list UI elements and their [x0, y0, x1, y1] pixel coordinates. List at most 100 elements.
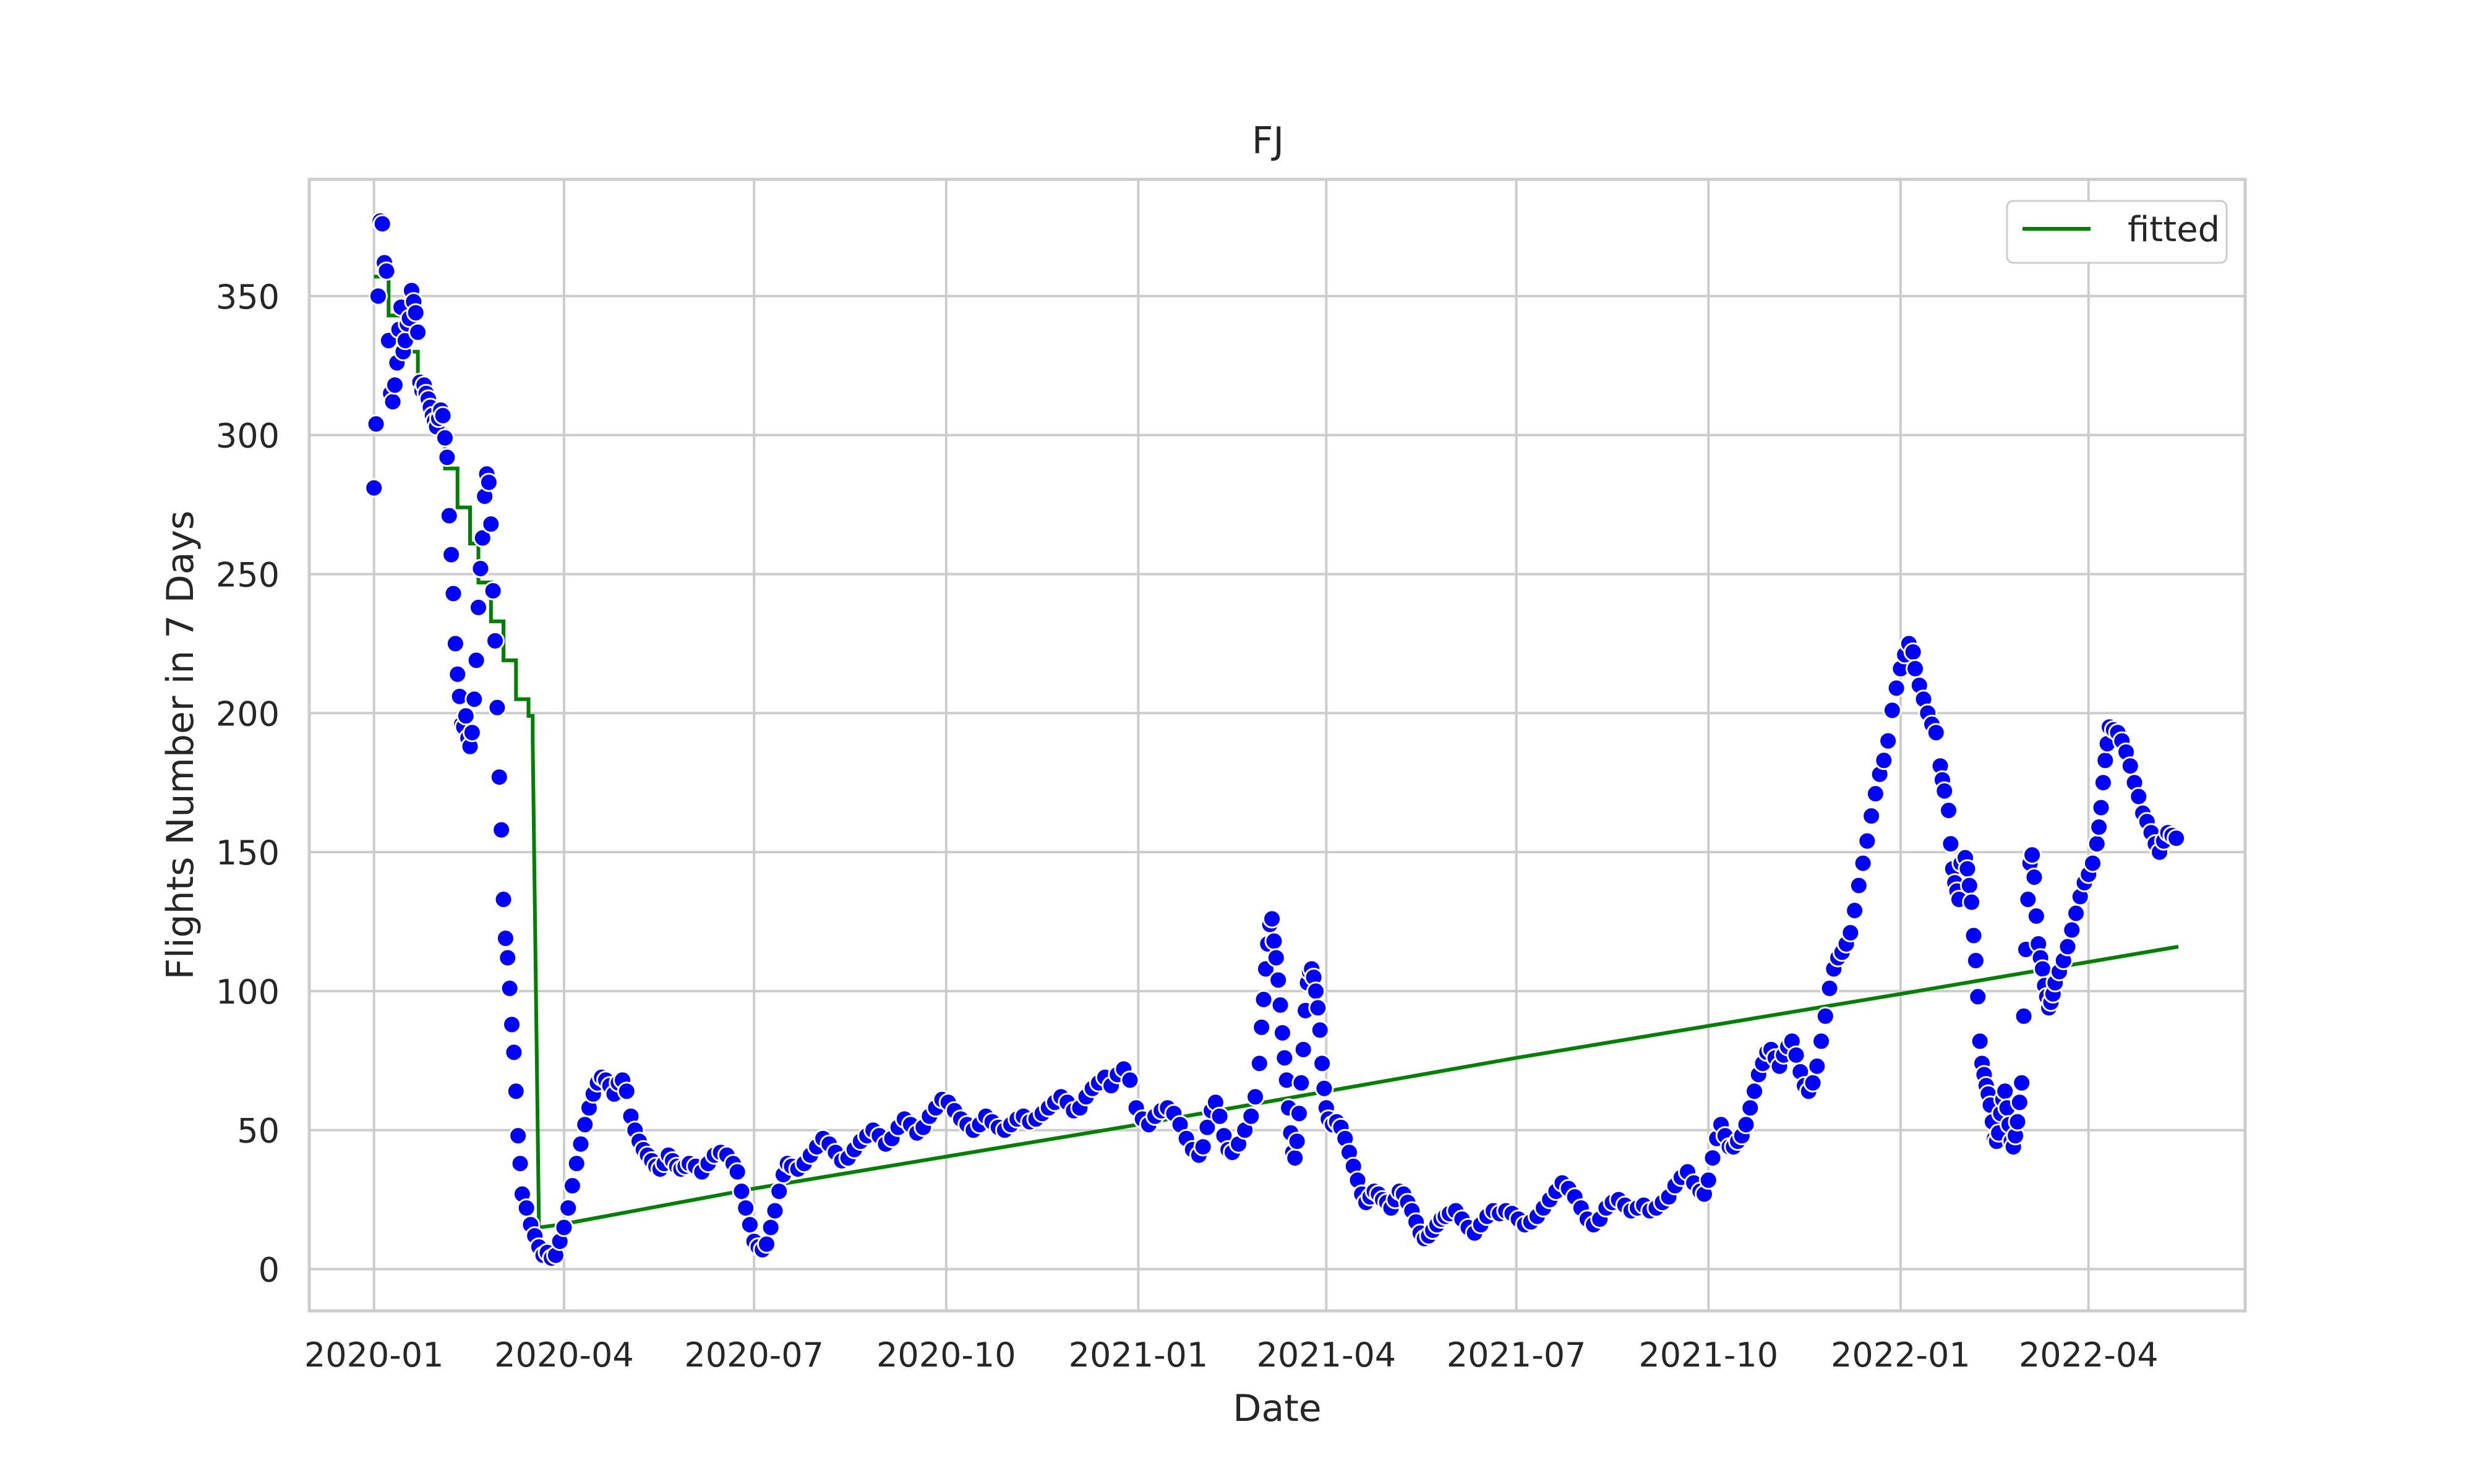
data-point: [1803, 1073, 1823, 1093]
data-point: [1841, 923, 1860, 943]
x-tick-labels: 2020-01 2020-04 2020-07 2020-10 2021-01 2021-…: [304, 1336, 2159, 1375]
data-point: [2089, 817, 2109, 837]
data-point: [1903, 642, 1923, 662]
data-point: [1262, 909, 1282, 929]
data-point: [1193, 1137, 1213, 1157]
fitted-line: [374, 275, 2179, 1230]
data-point: [500, 978, 520, 998]
data-point: [554, 1217, 574, 1237]
data-point: [765, 1201, 785, 1221]
data-point: [364, 478, 384, 498]
data-point: [617, 1081, 636, 1101]
data-point: [1269, 970, 1288, 990]
data-point: [1264, 931, 1284, 951]
data-point: [2026, 906, 2046, 926]
data-point: [1815, 1006, 1835, 1026]
data-point: [761, 1217, 781, 1237]
data-point: [1862, 806, 1881, 826]
data-point: [504, 1043, 524, 1062]
data-point: [506, 1081, 526, 1101]
y-axis-label: Flights Number in 7 Days: [159, 511, 202, 980]
y-tick-label: 250: [216, 555, 280, 594]
data-point: [1312, 1054, 1332, 1073]
data-point: [769, 1182, 789, 1201]
data-point: [481, 514, 501, 534]
data-point: [486, 631, 505, 650]
y-tick-labels: 0 50 100 150 200 250 300 350: [216, 278, 280, 1290]
data-point: [1807, 1056, 1827, 1076]
x-axis-label: Date: [1233, 1387, 1321, 1430]
data-point: [366, 414, 386, 434]
x-tick-label: 2022-04: [2019, 1336, 2159, 1375]
data-point: [2058, 937, 2078, 957]
data-point: [1252, 1017, 1272, 1037]
data-point: [2093, 773, 2113, 793]
plot-frame: [307, 177, 2247, 1313]
data-point: [1266, 948, 1286, 968]
data-point: [571, 1134, 591, 1154]
data-point: [1293, 1039, 1313, 1059]
data-point: [1941, 834, 1961, 854]
data-point: [732, 1182, 751, 1201]
data-point: [466, 650, 486, 670]
data-point: [406, 303, 426, 323]
data-point: [1958, 859, 1977, 879]
data-point: [2022, 845, 2042, 865]
data-point: [2010, 1093, 2029, 1112]
data-point: [2167, 829, 2186, 848]
data-point: [2008, 1112, 2027, 1132]
data-point: [473, 528, 492, 548]
data-point: [1812, 1031, 1831, 1051]
data-point: [1272, 1023, 1292, 1043]
data-point: [498, 948, 518, 968]
data-point: [368, 286, 388, 306]
data-point: [435, 428, 455, 448]
data-point: [2129, 787, 2149, 806]
data-point: [508, 1126, 528, 1146]
y-tick-label: 100: [216, 973, 280, 1012]
data-point: [740, 1215, 760, 1235]
x-tick-label: 2020-10: [876, 1336, 1016, 1375]
data-point: [727, 1162, 747, 1182]
data-point: [433, 406, 453, 425]
data-point: [464, 689, 484, 709]
data-point: [487, 697, 507, 717]
data-point: [2087, 834, 2107, 854]
data-point: [377, 261, 396, 281]
data-point: [2032, 959, 2052, 979]
data-point: [1210, 1106, 1230, 1126]
data-point: [1736, 1115, 1756, 1135]
data-point: [1246, 1087, 1265, 1107]
data-point: [1249, 1054, 1269, 1073]
data-point: [1962, 892, 1982, 912]
data-point: [1289, 1104, 1309, 1124]
y-tick-label: 0: [259, 1251, 280, 1290]
data-point: [1120, 1070, 1140, 1090]
data-point: [1275, 1048, 1295, 1068]
y-tick-label: 150: [216, 834, 280, 872]
data-point: [1886, 678, 1906, 698]
scatter-points: [364, 211, 2186, 1268]
x-tick-label: 2020-01: [304, 1336, 444, 1375]
data-point: [1291, 1073, 1311, 1093]
grid: [309, 179, 2245, 1311]
data-point: [1241, 1106, 1261, 1126]
data-point: [437, 448, 457, 467]
data-point: [2014, 1006, 2034, 1026]
y-tick-label: 200: [216, 694, 280, 733]
data-point: [372, 214, 392, 234]
data-point: [510, 1154, 530, 1174]
data-point: [1995, 1081, 2015, 1101]
x-tick-label: 2022-01: [1831, 1336, 1971, 1375]
data-point: [1310, 1020, 1330, 1040]
data-point: [1745, 1081, 1765, 1101]
data-point: [567, 1154, 586, 1174]
data-point: [2024, 868, 2044, 887]
data-point: [383, 392, 403, 412]
data-point: [1845, 901, 1865, 921]
data-point: [1968, 987, 1988, 1007]
data-point: [2062, 920, 2082, 940]
data-point: [1849, 876, 1868, 895]
data-point: [494, 890, 513, 910]
data-point: [575, 1115, 595, 1135]
